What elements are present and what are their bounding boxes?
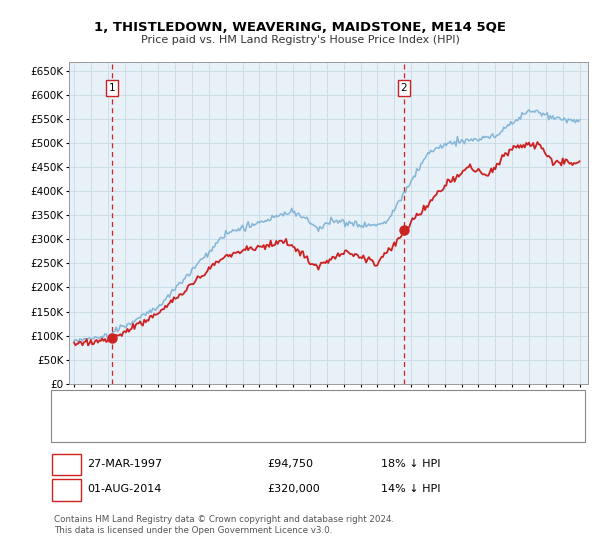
Text: 1, THISTLEDOWN, WEAVERING, MAIDSTONE, ME14 5QE (detached house): 1, THISTLEDOWN, WEAVERING, MAIDSTONE, ME…	[97, 400, 464, 410]
Text: 27-MAR-1997: 27-MAR-1997	[88, 459, 163, 469]
Text: £94,750: £94,750	[267, 459, 313, 469]
Text: 2: 2	[63, 484, 70, 494]
Text: HPI: Average price, detached house, Maidstone: HPI: Average price, detached house, Maid…	[97, 422, 333, 432]
Text: 01-AUG-2014: 01-AUG-2014	[88, 484, 162, 494]
Text: 1, THISTLEDOWN, WEAVERING, MAIDSTONE, ME14 5QE: 1, THISTLEDOWN, WEAVERING, MAIDSTONE, ME…	[94, 21, 506, 34]
Text: Price paid vs. HM Land Registry's House Price Index (HPI): Price paid vs. HM Land Registry's House …	[140, 35, 460, 45]
Text: 18% ↓ HPI: 18% ↓ HPI	[381, 459, 440, 469]
Text: 1: 1	[63, 459, 70, 469]
Text: 2: 2	[401, 83, 407, 93]
Text: £320,000: £320,000	[267, 484, 320, 494]
Text: 1: 1	[109, 83, 115, 93]
Text: 14% ↓ HPI: 14% ↓ HPI	[381, 484, 440, 494]
Text: This data is licensed under the Open Government Licence v3.0.: This data is licensed under the Open Gov…	[54, 526, 332, 535]
Text: Contains HM Land Registry data © Crown copyright and database right 2024.: Contains HM Land Registry data © Crown c…	[54, 515, 394, 524]
